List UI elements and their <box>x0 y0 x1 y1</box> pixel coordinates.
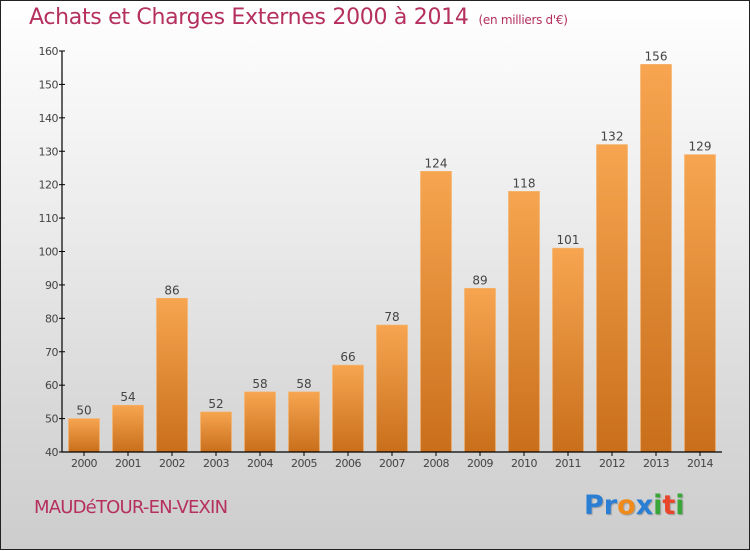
bar-2007 <box>376 324 408 453</box>
y-tick-label-50: 50 <box>45 413 58 426</box>
y-tick-label-160: 160 <box>39 45 59 58</box>
x-tick-label-2005: 2005 <box>291 457 317 470</box>
x-tick-label-2006: 2006 <box>335 457 361 470</box>
x-tick-label-2001: 2001 <box>115 457 141 470</box>
bar-2002 <box>156 297 188 453</box>
data-label-2007: 78 <box>384 310 399 324</box>
bars-group <box>68 64 716 453</box>
y-tick-label-60: 60 <box>45 379 58 392</box>
data-label-2010: 118 <box>513 176 536 190</box>
logo-letter: r <box>603 490 618 521</box>
bar-2010 <box>508 191 540 453</box>
x-axis: 2000 2001 2002 2003 2004 2005 2006 2007 2008 2009… <box>62 451 722 470</box>
y-tick-label-70: 70 <box>45 346 58 359</box>
city-name: MAUDéTOUR-EN-VEXIN <box>34 497 228 518</box>
logo-letter: o <box>617 490 636 521</box>
bar-2006 <box>332 364 364 453</box>
logo-letter: P <box>584 490 604 521</box>
x-tick-label-2012: 2012 <box>599 457 625 470</box>
x-tick-label-2004: 2004 <box>247 457 273 470</box>
bar-2011 <box>552 247 584 453</box>
y-tick-label-110: 110 <box>39 212 59 225</box>
data-label-2009: 89 <box>472 273 487 287</box>
bar-2008 <box>420 171 452 453</box>
chart-title-text: Achats et Charges Externes 2000 à 2014 <box>29 5 469 30</box>
bar-2001 <box>112 404 144 453</box>
data-label-2005: 58 <box>296 377 311 391</box>
y-tick-label-140: 140 <box>39 112 59 125</box>
y-axis: 40 50 60 70 80 90 100 110 120 130 140 150 160 <box>39 45 65 459</box>
chart-subtitle: (en milliers d'€) <box>478 13 568 27</box>
x-tick-label-2014: 2014 <box>687 457 713 470</box>
logo-letter: i <box>653 490 663 521</box>
bar-2005 <box>288 391 320 453</box>
bar-2004 <box>244 391 276 453</box>
bar-2000 <box>68 418 100 453</box>
data-label-2001: 54 <box>120 390 135 404</box>
y-tick-label-100: 100 <box>39 246 59 259</box>
y-tick-label-40: 40 <box>45 446 58 459</box>
logo-letter: x <box>635 490 654 521</box>
data-label-2014: 129 <box>689 140 712 154</box>
x-tick-label-2002: 2002 <box>159 457 185 470</box>
data-label-2003: 52 <box>208 397 223 411</box>
bar-2012 <box>596 144 628 453</box>
x-tick-label-2011: 2011 <box>555 457 581 470</box>
x-tick-label-2000: 2000 <box>71 457 97 470</box>
proxiti-logo[interactable]: Proxiti <box>584 490 685 521</box>
data-label-2013: 156 <box>645 49 668 63</box>
bar-2014 <box>684 154 716 453</box>
x-tick-label-2010: 2010 <box>511 457 537 470</box>
data-label-2011: 101 <box>557 233 580 247</box>
logo-letter: t <box>662 490 676 521</box>
data-label-2012: 132 <box>601 130 624 144</box>
x-tick-label-2013: 2013 <box>643 457 669 470</box>
logo-letter: i <box>675 490 685 521</box>
x-tick-label-2003: 2003 <box>203 457 229 470</box>
y-tick-label-80: 80 <box>45 312 58 325</box>
data-label-2004: 58 <box>252 377 267 391</box>
x-tick-label-2007: 2007 <box>379 457 405 470</box>
data-label-2002: 86 <box>164 283 179 297</box>
data-label-2000: 50 <box>76 404 91 418</box>
x-tick-label-2009: 2009 <box>467 457 493 470</box>
data-labels-group: 50 54 86 52 58 58 66 78 124 89 118 101 132 156 129 <box>76 49 711 417</box>
data-label-2008: 124 <box>425 156 448 170</box>
bar-2009 <box>464 287 496 453</box>
y-tick-label-130: 130 <box>39 145 59 158</box>
y-tick-label-120: 120 <box>39 179 59 192</box>
y-tick-label-90: 90 <box>45 279 58 292</box>
bar-2003 <box>200 411 232 453</box>
y-tick-label-150: 150 <box>39 78 59 91</box>
bar-2013 <box>640 64 672 453</box>
x-tick-label-2008: 2008 <box>423 457 449 470</box>
data-label-2006: 66 <box>340 350 355 364</box>
chart-title: Achats et Charges Externes 2000 à 2014 (e… <box>29 5 568 30</box>
